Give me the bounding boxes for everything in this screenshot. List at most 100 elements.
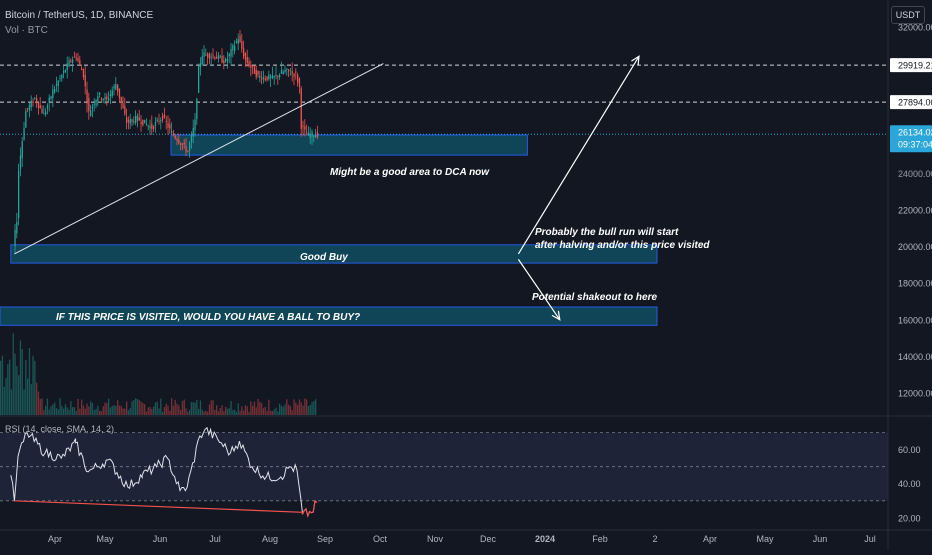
candle — [280, 70, 283, 74]
good-buy-zone[interactable] — [10, 244, 658, 264]
volume-bar — [212, 400, 214, 415]
candle — [127, 119, 130, 123]
candle — [311, 131, 313, 137]
volume-bar — [55, 408, 58, 415]
time-axis-tick: Nov — [427, 534, 444, 544]
candle — [307, 132, 310, 136]
candle — [205, 54, 207, 56]
price-axis-tick: 16000.00 — [898, 315, 932, 325]
volume-bar — [255, 407, 257, 415]
volume-bar — [84, 408, 86, 415]
currency-button[interactable]: USDT — [891, 6, 925, 24]
bull-run-arrow[interactable] — [517, 55, 640, 255]
candle — [264, 78, 266, 80]
candle — [284, 69, 286, 73]
trend-line[interactable] — [14, 63, 384, 255]
volume-bar — [228, 407, 230, 415]
candle — [270, 76, 272, 78]
volume-bar — [0, 360, 2, 415]
volume-bar — [297, 405, 299, 415]
volume-bar — [104, 402, 106, 415]
candle — [37, 102, 40, 108]
time-axis-tick: Aug — [262, 534, 278, 544]
volume-bar — [68, 409, 70, 415]
candle — [160, 120, 162, 122]
candle — [126, 117, 128, 123]
rsi-line[interactable] — [10, 426, 318, 518]
time-axis-tick: Dec — [480, 534, 497, 544]
rsi-legend[interactable]: RSI (14, close, SMA, 14, 2) — [5, 424, 114, 434]
good-buy-label: Good Buy — [300, 252, 348, 263]
shakeout-zone[interactable] — [0, 306, 658, 326]
volume-bar — [196, 399, 198, 415]
volume-bar — [145, 411, 148, 415]
candle — [55, 84, 58, 86]
volume-bar — [147, 407, 149, 415]
time-axis-tick: Jun — [153, 534, 168, 544]
candle — [72, 59, 74, 63]
candle — [64, 70, 67, 72]
candle — [147, 125, 149, 127]
candle — [77, 57, 79, 61]
current-price-tag — [890, 125, 932, 153]
symbol-title[interactable]: Bitcoin / TetherUS, 1D, BINANCE — [5, 10, 154, 21]
rsi-oversold-segment — [14, 499, 318, 518]
candle — [21, 141, 23, 158]
volume-bar — [291, 410, 293, 415]
candle — [288, 69, 290, 72]
volume-bar — [239, 410, 241, 415]
volume-bar — [156, 401, 158, 415]
volume-bar — [214, 410, 216, 415]
time-axis-tick: Oct — [373, 534, 388, 544]
volume-bar — [264, 407, 266, 415]
time-axis-tick: Feb — [592, 534, 608, 544]
candle — [140, 122, 142, 124]
volume-bar — [108, 398, 110, 415]
candle — [271, 75, 274, 79]
candle — [259, 75, 261, 78]
volume-bar — [46, 398, 49, 415]
volume-bar — [79, 408, 81, 415]
candle — [142, 119, 144, 126]
candle — [306, 133, 308, 135]
volume-bar — [19, 340, 22, 415]
volume-bar — [135, 398, 137, 415]
candle — [282, 71, 284, 74]
volume-bar — [73, 407, 76, 415]
volume-bar — [203, 411, 205, 415]
price-tag-27894.00 — [890, 95, 932, 110]
candle — [243, 48, 245, 57]
volume-bar — [286, 399, 288, 415]
bull-run-arrow-head — [631, 55, 640, 66]
volume-bar — [109, 407, 112, 415]
volume-bar — [311, 402, 313, 415]
volume-bar — [270, 410, 272, 415]
candle — [88, 97, 90, 112]
volume-bar — [235, 412, 238, 415]
volume-bar — [181, 400, 184, 415]
dca-zone[interactable] — [170, 134, 528, 156]
volume-bar — [189, 409, 191, 415]
candle — [237, 39, 239, 44]
volume-bar — [102, 406, 104, 415]
volume-bar — [226, 408, 229, 415]
rsi-axis-tick: 60.00 — [898, 445, 921, 455]
candle — [19, 155, 22, 170]
candle — [226, 58, 229, 62]
volume-bar — [261, 403, 263, 415]
candle — [178, 139, 180, 143]
candle — [63, 70, 65, 74]
volume-bar — [174, 399, 176, 415]
candle — [144, 119, 146, 124]
candle — [131, 119, 133, 122]
volume-bar — [52, 404, 54, 415]
price-tag-label: 27894.00 — [898, 98, 932, 108]
shakeout-arrow[interactable] — [517, 259, 561, 321]
time-axis-tick: Sep — [317, 534, 333, 544]
candle — [203, 52, 205, 57]
volume-bar — [232, 410, 234, 415]
candle — [54, 88, 56, 93]
volume-bar — [207, 411, 209, 415]
volume-bar — [41, 398, 43, 415]
